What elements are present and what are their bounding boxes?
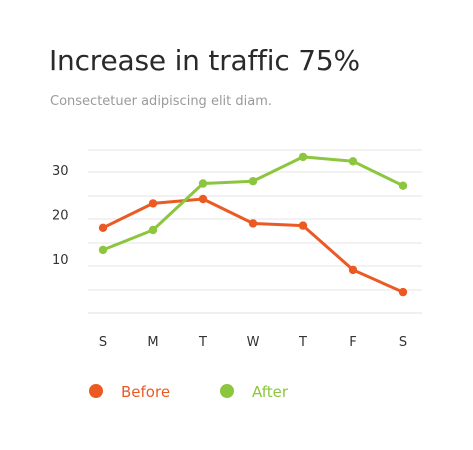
legend-label: Before — [121, 383, 170, 401]
data-point — [398, 181, 408, 190]
data-point — [398, 287, 408, 297]
data-point — [348, 265, 358, 275]
data-point — [248, 219, 258, 228]
series-line — [101, 197, 405, 294]
x-tick-label: M — [147, 335, 158, 350]
x-tick-label: F — [349, 335, 356, 350]
legend-marker — [89, 384, 103, 398]
legend-marker — [220, 384, 234, 398]
legend-label: After — [252, 383, 289, 401]
chart-title: Increase in traffic 75% — [49, 44, 360, 77]
series-lines — [98, 152, 408, 297]
data-point — [298, 221, 308, 230]
y-axis-ticks: 10 20 30 — [52, 164, 69, 268]
data-point — [98, 223, 108, 232]
data-point — [198, 179, 208, 188]
data-point — [198, 194, 208, 204]
y-tick-label: 20 — [52, 208, 69, 223]
y-tick-label: 10 — [52, 253, 69, 268]
x-tick-label: W — [247, 335, 260, 350]
data-point — [348, 157, 358, 166]
data-point — [148, 225, 158, 235]
x-tick-label: T — [298, 335, 307, 350]
x-tick-label: S — [399, 335, 407, 350]
chart-subtitle: Consectetuer adipiscing elit diam. — [50, 94, 273, 109]
series-before — [98, 194, 408, 297]
data-point — [148, 199, 158, 208]
x-tick-label: T — [198, 335, 207, 350]
legend[interactable]: Before After — [89, 383, 289, 401]
series-after — [98, 152, 408, 255]
x-tick-label: S — [99, 335, 107, 350]
data-point — [298, 152, 308, 162]
legend-item-before[interactable]: Before — [89, 383, 170, 401]
data-point — [248, 177, 258, 186]
data-point — [98, 245, 108, 255]
series-line — [101, 155, 405, 252]
legend-item-after[interactable]: After — [220, 383, 289, 401]
y-tick-label: 30 — [52, 164, 69, 179]
grid-lines — [88, 149, 422, 314]
